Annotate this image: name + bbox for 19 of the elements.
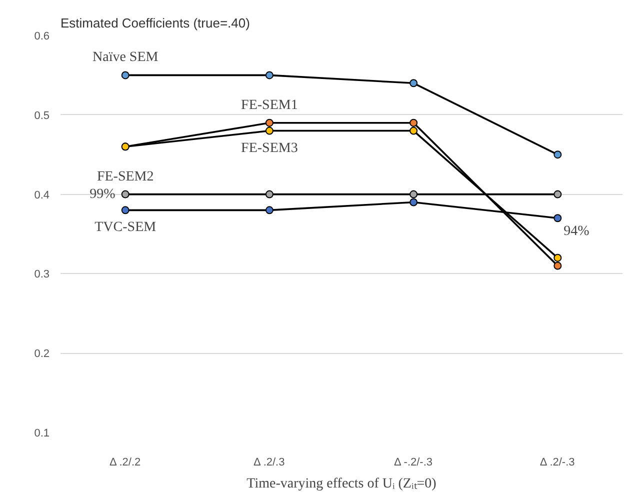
y-axis-title: Estimated Coefficients (true=.40) (60, 16, 250, 30)
y-tick-label: 0.6 (34, 30, 50, 42)
series-label: FE-SEM3 (241, 140, 298, 156)
x-axis-title: Time-varying effects of Uᵢ (Zᵢₜ=0) (246, 476, 437, 492)
series-label: Naïve SEM (92, 50, 159, 66)
x-tick-label: Δ -.2/-.3 (394, 456, 433, 468)
x-tick-label: Δ .2/.2 (109, 456, 141, 468)
annotation: 94% (564, 224, 590, 240)
y-tick-label: 0.1 (34, 428, 50, 440)
y-tick-label: 0.4 (34, 189, 50, 202)
series-label: FE-SEM2 (96, 169, 154, 184)
x-tick-label: Δ .2/.3 (254, 456, 285, 468)
y-tick-label: 0.3 (34, 268, 50, 281)
series-label: TVC-SEM (94, 220, 157, 236)
annotation: 99% (90, 186, 116, 202)
y-tick-label: 0.2 (34, 348, 50, 360)
y-tick-label: 0.5 (34, 110, 50, 122)
x-tick-label: Δ .2/-.3 (540, 456, 575, 468)
series-label: FE-SEM1 (241, 98, 298, 113)
